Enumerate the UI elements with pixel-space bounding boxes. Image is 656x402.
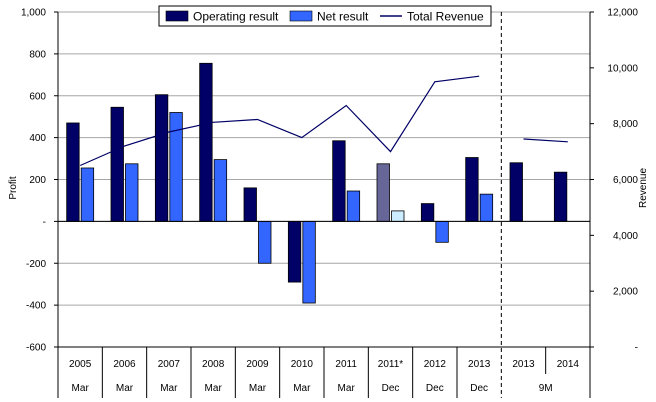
operating-result-bar <box>66 122 80 222</box>
right-axis-ticks: - 2,000 4,000 6,000 8,000 10,000 12,000 <box>590 8 638 354</box>
legend-box <box>158 5 492 27</box>
category-label: 2010 <box>291 359 314 370</box>
net-result-bar <box>346 190 361 222</box>
revenue-line-layer <box>79 75 568 167</box>
period-label: Dec <box>382 383 400 394</box>
y-tick-label: - <box>43 217 46 228</box>
net-result-bar <box>80 167 95 222</box>
legend-label: Total Revenue <box>407 10 484 24</box>
category-label: 2008 <box>202 359 225 370</box>
legend-label: Net result <box>317 10 369 24</box>
period-label: Mar <box>116 383 134 394</box>
category-label: 2011* <box>378 359 404 370</box>
operating-result-bar <box>420 203 435 222</box>
y2-tick-label: 6,000 <box>613 175 638 186</box>
operating-result-bar <box>332 140 346 222</box>
operating-result-bar <box>553 171 568 222</box>
period-label: Mar <box>72 383 90 394</box>
period-label: Mar <box>160 383 178 394</box>
y2-tick-label: 8,000 <box>613 119 638 130</box>
category-label: 2005 <box>69 359 92 370</box>
period-label: Mar <box>249 383 267 394</box>
operating-result-bar <box>154 94 169 222</box>
operating-result-bar <box>243 187 257 222</box>
period-label: Mar <box>293 383 311 394</box>
net-result-bar <box>125 163 139 222</box>
y-tick-label: 800 <box>29 49 46 60</box>
category-label: 2014 <box>557 359 580 370</box>
net-result-bar <box>213 159 228 222</box>
bars-layer <box>66 62 568 304</box>
net-result-bar <box>391 210 405 222</box>
y2-axis-title: Revenue <box>638 168 649 208</box>
operating-result-bar <box>110 106 124 222</box>
period-label: 9M <box>539 383 553 394</box>
y-tick-label: 400 <box>29 133 46 144</box>
legend-label: Operating result <box>193 10 279 24</box>
category-label: 2009 <box>246 359 269 370</box>
y2-tick-label: 12,000 <box>607 8 638 19</box>
y-tick-label: -400 <box>26 301 46 312</box>
category-label: 2006 <box>113 359 136 370</box>
operating-result-bar <box>465 157 479 222</box>
y-tick-label: 200 <box>29 175 46 186</box>
y2-tick-label: 2,000 <box>613 287 638 298</box>
y-tick-label: 600 <box>29 91 46 102</box>
net-result-bar <box>479 193 494 222</box>
period-label: Mar <box>338 383 356 394</box>
y2-tick-label: 10,000 <box>607 63 638 74</box>
y-tick-label: 1,000 <box>21 8 46 19</box>
y2-tick-label: - <box>635 343 638 354</box>
net-result-bar <box>435 220 449 243</box>
category-label: 2012 <box>424 359 447 370</box>
net-result-bar <box>302 220 316 304</box>
category-labels: 2005 2006 2007 2008 2009 2010 2011 2011* 2012 201… <box>69 359 579 394</box>
legend-swatch <box>165 10 189 22</box>
net-result-bar <box>169 112 183 222</box>
total-revenue-line <box>79 75 480 167</box>
legend: Operating result Net result Total Revenue <box>158 5 492 27</box>
category-label: 2013 <box>512 359 535 370</box>
legend-swatch <box>289 10 313 22</box>
y2-tick-label: 4,000 <box>613 231 638 242</box>
operating-result-bar <box>509 162 523 222</box>
y-tick-label: -600 <box>26 343 46 354</box>
net-result-bar <box>258 220 272 264</box>
total-revenue-line <box>523 138 568 143</box>
period-label: Dec <box>426 383 444 394</box>
period-label: Dec <box>470 383 488 394</box>
operating-result-bar <box>199 62 213 222</box>
y-axis-title: Profit <box>8 176 19 200</box>
category-label: 2011 <box>335 359 357 370</box>
operating-result-bar <box>287 220 302 283</box>
operating-result-bar <box>376 163 390 222</box>
category-label: 2007 <box>158 359 181 370</box>
period-label: Mar <box>205 383 223 394</box>
y-tick-label: -200 <box>26 259 46 270</box>
category-label: 2013 <box>468 359 491 370</box>
